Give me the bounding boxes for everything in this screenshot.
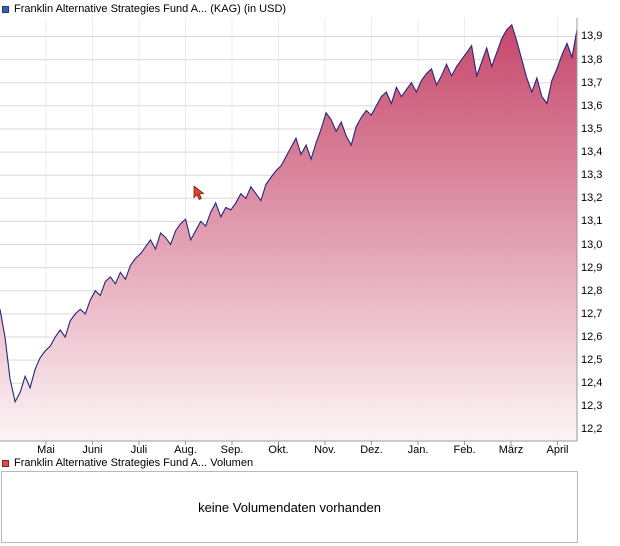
chart-title: Franklin Alternative Strategies Fund A..…: [14, 3, 287, 15]
x-axis-label: Dez.: [360, 444, 383, 456]
volume-panel: keine Volumendaten vorhanden: [1, 471, 578, 543]
x-axis-label: Juni: [82, 444, 103, 456]
price-series-marker-icon: [2, 5, 9, 13]
x-axis-label: Mai: [37, 444, 55, 456]
y-axis-label: 12,9: [581, 261, 603, 274]
y-axis-label: 13,6: [581, 99, 603, 112]
x-axis-label: März: [498, 444, 524, 456]
y-axis-label: 13,9: [581, 30, 603, 43]
y-axis-label: 12,2: [581, 423, 603, 436]
price-area-chart[interactable]: [0, 18, 578, 446]
volume-legend: Franklin Alternative Strategies Fund A..…: [2, 457, 253, 469]
y-axis-label: 12,7: [581, 307, 603, 320]
y-axis-label: 12,4: [581, 377, 603, 390]
x-axis-label: April: [546, 444, 569, 456]
y-axis-label: 13,5: [581, 122, 603, 135]
y-axis-label: 12,5: [581, 354, 603, 367]
y-axis-label: 13,8: [581, 53, 603, 66]
x-axis-label: Nov.: [314, 444, 336, 456]
x-axis-label: Aug.: [174, 444, 197, 456]
price-plot-area[interactable]: [0, 18, 578, 446]
y-axis-label: 13,7: [581, 76, 603, 89]
x-axis-label: Okt.: [268, 444, 289, 456]
volume-series-marker-icon: [2, 459, 9, 467]
y-axis-label: 13,3: [581, 169, 603, 182]
y-axis-label: 13,2: [581, 192, 603, 205]
y-axis-label: 13,1: [581, 215, 603, 228]
y-axis: 12,2 12,3 12,4 12,5 12,6 12,7 12,8 12,9 13,0 13,1…: [581, 18, 620, 441]
x-axis-label: Feb.: [453, 444, 476, 456]
y-axis-label: 12,8: [581, 284, 603, 297]
y-axis-label: 13,0: [581, 238, 603, 251]
y-axis-label: 12,6: [581, 330, 603, 343]
no-volume-data-message: keine Volumendaten vorhanden: [198, 499, 381, 515]
x-axis: Mai Juni Juli Aug. Sep. Okt. Nov. Dez. Jan. Feb. M…: [0, 444, 578, 458]
y-axis-label: 12,3: [581, 400, 603, 413]
x-axis-label: Jan.: [407, 444, 429, 456]
x-axis-label: Sep.: [220, 444, 244, 456]
y-axis-label: 13,4: [581, 146, 603, 159]
x-axis-label: Juli: [130, 444, 148, 456]
chart-header: Franklin Alternative Strategies Fund A..…: [2, 3, 286, 15]
volume-legend-label: Franklin Alternative Strategies Fund A..…: [14, 457, 254, 469]
